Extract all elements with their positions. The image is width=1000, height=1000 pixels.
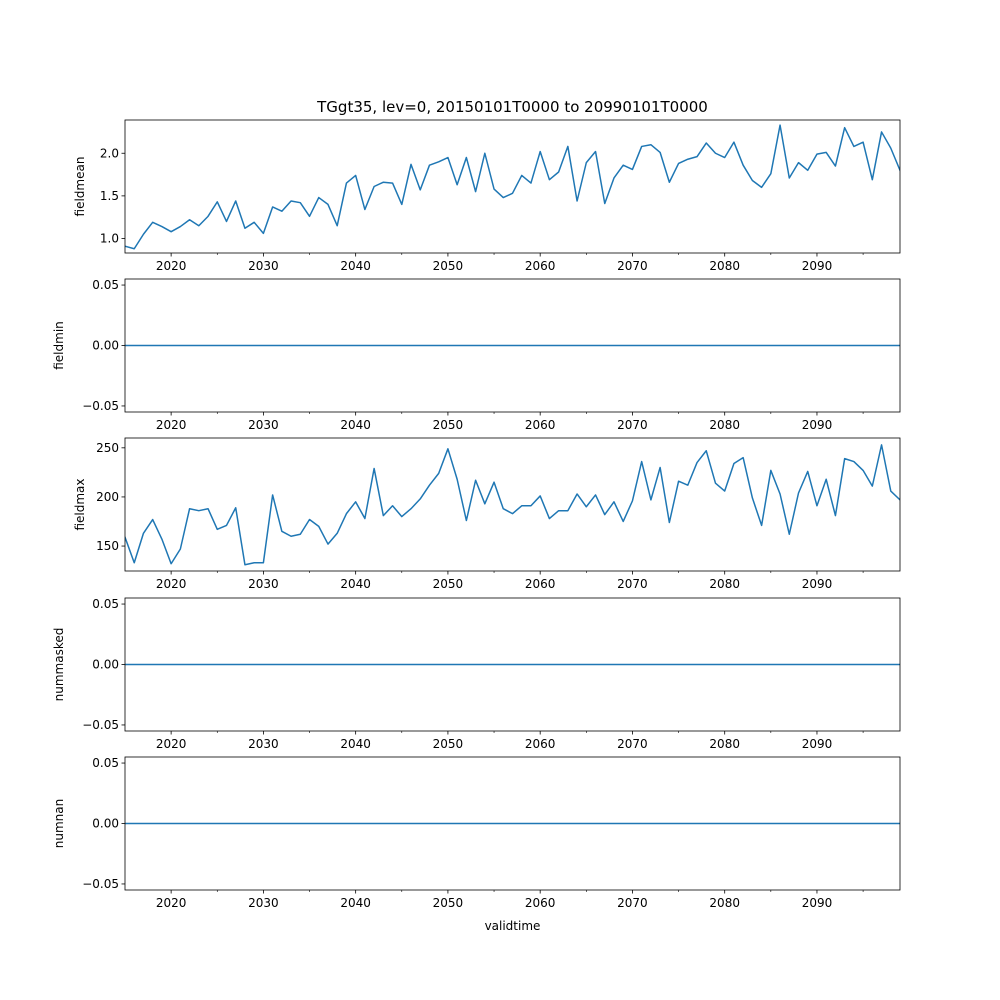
x-tick-label: 2080 [709, 418, 740, 432]
subplot-fieldmin: −0.05 0.00 0.05 2020 2030 2040 2050 2060 2070 208… [52, 278, 901, 432]
y-tick-label: 200 [96, 490, 119, 504]
figure-title: TGgt35, lev=0, 20150101T0000 to 20990101… [316, 98, 708, 116]
subplot-fieldmax: 150 200 250 2020 2030 2040 2050 2060 2070 2080 209… [73, 437, 901, 591]
axes-frame [124, 437, 901, 572]
x-tick-label: 2020 [156, 896, 187, 910]
subplot-fieldmean: 1.0 1.5 2.0 2020 2030 2040 2050 2060 2070 2080 209… [73, 119, 901, 273]
x-tick-label: 2090 [802, 577, 833, 591]
subplots: 1.0 1.5 2.0 2020 2030 2040 2050 2060 2070 2080 209… [52, 119, 901, 910]
x-tick-label: 2030 [248, 896, 279, 910]
subplot-numnan: −0.05 0.00 0.05 2020 2030 2040 2050 2060 2070 208… [52, 756, 901, 910]
x-tick-label: 2070 [617, 577, 648, 591]
x-tick-label: 2060 [525, 737, 556, 751]
x-tick-label: 2050 [433, 418, 464, 432]
y-tick-label: 0.00 [92, 658, 119, 672]
x-tick-label: 2090 [802, 418, 833, 432]
x-tick-label: 2080 [709, 737, 740, 751]
y-tick-label: −0.05 [82, 877, 119, 891]
y-axis-label-fieldmax: fieldmax [73, 478, 87, 530]
y-tick-label: −0.05 [82, 399, 119, 413]
x-tick-label: 2060 [525, 896, 556, 910]
y-tick-label: 0.00 [92, 339, 119, 353]
y-tick-label: 1.5 [100, 189, 119, 203]
x-tick-label: 2060 [525, 577, 556, 591]
y-axis-label-fieldmean: fieldmean [73, 157, 87, 217]
x-tick-label: 2080 [709, 896, 740, 910]
x-tick-label: 2070 [617, 259, 648, 273]
y-tick-label: 0.05 [92, 597, 119, 611]
subplot-nummasked: −0.05 0.00 0.05 2020 2030 2040 2050 2060 2070 208… [52, 597, 901, 751]
axes-frame [124, 119, 901, 254]
x-tick-label: 2030 [248, 259, 279, 273]
x-tick-label: 2050 [433, 896, 464, 910]
x-tick-label: 2090 [802, 896, 833, 910]
x-axis-label: validtime [485, 919, 541, 933]
y-tick-label: 1.0 [100, 232, 119, 246]
y-axis-label-nummasked: nummasked [52, 628, 66, 702]
series-line-fieldmax [125, 444, 900, 566]
x-tick-label: 2040 [340, 737, 371, 751]
x-tick-label: 2020 [156, 418, 187, 432]
y-tick-label: 150 [96, 539, 119, 553]
x-tick-label: 2070 [617, 896, 648, 910]
x-tick-label: 2070 [617, 418, 648, 432]
x-tick-label: 2050 [433, 577, 464, 591]
x-tick-label: 2070 [617, 737, 648, 751]
x-tick-label: 2040 [340, 577, 371, 591]
x-tick-label: 2050 [433, 259, 464, 273]
x-tick-label: 2040 [340, 896, 371, 910]
x-tick-label: 2050 [433, 737, 464, 751]
x-tick-label: 2040 [340, 259, 371, 273]
x-tick-label: 2080 [709, 259, 740, 273]
y-tick-label: 0.00 [92, 817, 119, 831]
y-tick-label: 2.0 [100, 146, 119, 160]
x-tick-label: 2060 [525, 259, 556, 273]
x-tick-label: 2090 [802, 737, 833, 751]
x-tick-label: 2080 [709, 577, 740, 591]
x-tick-label: 2030 [248, 418, 279, 432]
x-tick-label: 2030 [248, 577, 279, 591]
x-tick-label: 2020 [156, 259, 187, 273]
y-axis-label-numnan: numnan [52, 799, 66, 848]
y-tick-label: 0.05 [92, 756, 119, 770]
x-tick-label: 2030 [248, 737, 279, 751]
y-tick-label: −0.05 [82, 718, 119, 732]
x-tick-label: 2020 [156, 577, 187, 591]
x-tick-label: 2040 [340, 418, 371, 432]
x-tick-label: 2020 [156, 737, 187, 751]
x-tick-label: 2090 [802, 259, 833, 273]
x-tick-label: 2060 [525, 418, 556, 432]
y-tick-label: 0.05 [92, 278, 119, 292]
series-line-fieldmean [125, 124, 900, 250]
y-axis-label-fieldmin: fieldmin [52, 321, 66, 370]
y-tick-label: 250 [96, 441, 119, 455]
